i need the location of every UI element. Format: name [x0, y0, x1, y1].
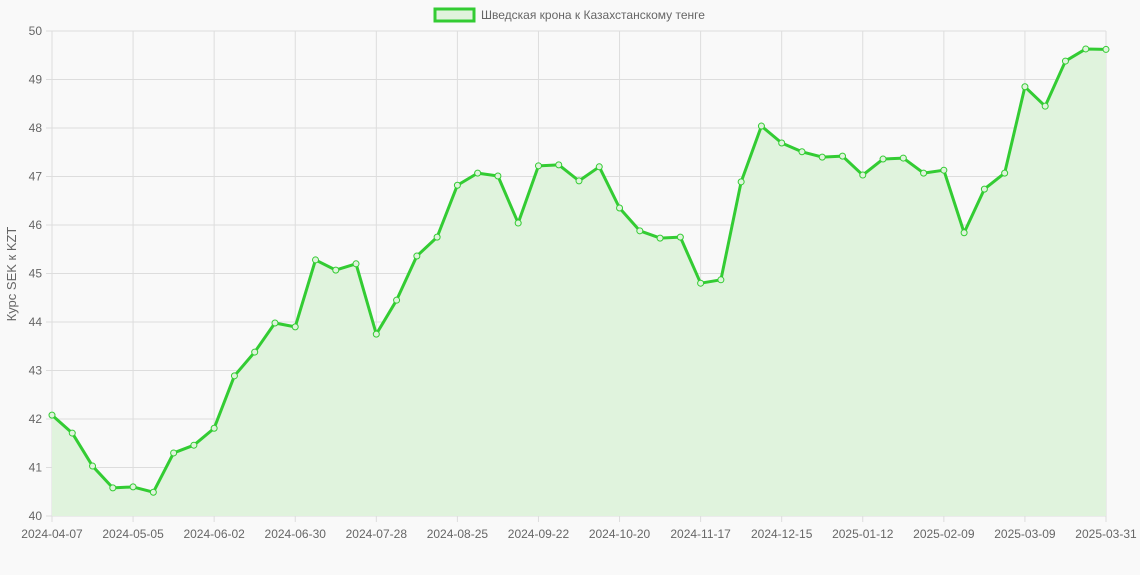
data-point — [1061, 57, 1069, 65]
data-points — [48, 45, 1110, 496]
data-point — [575, 177, 583, 185]
data-point — [1041, 102, 1049, 110]
x-tick-label: 2025-03-09 — [994, 527, 1056, 541]
data-point — [494, 172, 502, 180]
data-point — [920, 169, 928, 177]
x-tick-label: 2024-05-05 — [102, 527, 164, 541]
data-point — [636, 227, 644, 235]
data-point — [818, 153, 826, 161]
data-point — [393, 296, 401, 304]
x-tick-label: 2024-06-30 — [265, 527, 327, 541]
y-tick-label: 42 — [29, 412, 43, 426]
data-point — [737, 178, 745, 186]
data-point — [68, 429, 76, 437]
data-point — [271, 319, 279, 327]
data-point — [149, 488, 157, 496]
y-tick-label: 46 — [29, 218, 43, 232]
data-point — [757, 122, 765, 130]
data-point — [170, 449, 178, 457]
y-tick-label: 41 — [29, 461, 43, 475]
data-point — [413, 252, 421, 260]
data-point — [230, 372, 238, 380]
data-point — [859, 171, 867, 179]
data-point — [595, 163, 603, 171]
x-tick-label: 2024-11-17 — [670, 527, 731, 541]
data-point — [251, 348, 259, 356]
data-point — [210, 424, 218, 432]
x-tick-label: 2024-10-20 — [589, 527, 651, 541]
y-tick-label: 43 — [29, 364, 43, 378]
y-tick-label: 44 — [29, 315, 43, 329]
data-point — [534, 162, 542, 170]
data-point — [616, 204, 624, 212]
legend-swatch — [433, 7, 476, 23]
data-point — [839, 152, 846, 160]
x-tick-label: 2024-07-28 — [346, 527, 408, 541]
data-point — [1082, 45, 1090, 53]
data-point — [453, 181, 461, 189]
legend-label: Шведская крона к Казахстанскому тенге — [481, 8, 705, 22]
x-tick-label: 2025-02-09 — [913, 527, 975, 541]
x-tick-label: 2024-08-25 — [427, 527, 489, 541]
y-tick-label: 45 — [29, 267, 43, 281]
data-point — [1001, 169, 1009, 177]
data-point — [899, 154, 907, 162]
y-axis-ticks: 40 41 42 43 44 45 46 47 48 49 50 — [29, 24, 43, 523]
data-point — [190, 441, 198, 449]
legend[interactable]: Шведская крона к Казахстанскому тенге — [433, 7, 705, 23]
data-point — [1021, 83, 1029, 91]
data-point — [960, 229, 968, 237]
data-point — [1102, 45, 1110, 53]
data-point — [778, 139, 786, 147]
y-tick-label: 48 — [29, 121, 43, 135]
data-point — [980, 185, 988, 193]
data-point — [332, 266, 340, 274]
x-tick-label: 2024-12-15 — [751, 527, 813, 541]
data-point — [48, 411, 56, 419]
data-point — [89, 462, 97, 470]
data-point — [109, 484, 117, 492]
y-tick-label: 47 — [29, 170, 43, 184]
data-point — [312, 256, 319, 264]
data-point — [676, 233, 684, 241]
x-axis-ticks: 2024-04-07 2024-05-05 2024-06-02 2024-06-30… — [21, 527, 1137, 541]
data-point — [879, 155, 887, 163]
data-point — [656, 234, 664, 242]
data-point — [697, 279, 705, 287]
x-tick-label: 2024-04-07 — [21, 527, 83, 541]
data-point — [129, 483, 137, 491]
y-tick-label: 40 — [29, 509, 43, 523]
area-polygon — [52, 48, 1106, 516]
data-point — [717, 276, 725, 284]
y-tick-label: 50 — [29, 24, 43, 38]
y-axis-label: Курс SEK к KZT — [4, 227, 19, 322]
data-point — [555, 161, 563, 169]
data-point — [433, 233, 441, 241]
x-tick-label: 2024-09-22 — [508, 527, 570, 541]
x-tick-label: 2024-06-02 — [183, 527, 245, 541]
x-tick-label: 2025-01-12 — [832, 527, 894, 541]
x-tick-label: 2025-03-31 — [1075, 527, 1137, 541]
area-fill — [52, 48, 1106, 516]
data-point — [514, 219, 522, 227]
data-point — [352, 260, 360, 268]
data-point — [940, 166, 948, 174]
y-tick-label: 49 — [29, 73, 43, 87]
data-point — [474, 169, 482, 177]
data-point — [372, 330, 380, 338]
data-point — [798, 148, 806, 156]
data-point — [291, 323, 299, 331]
